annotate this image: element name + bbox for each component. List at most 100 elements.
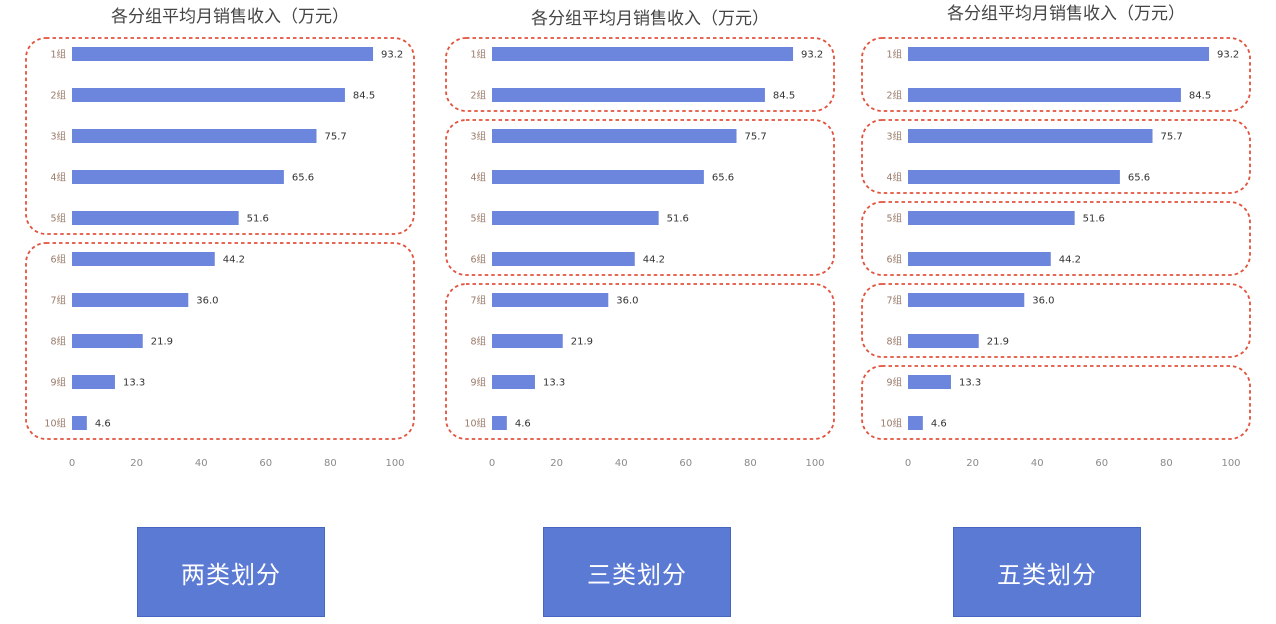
bar <box>908 375 951 389</box>
bar <box>908 88 1181 102</box>
data-label: 51.6 <box>247 214 269 225</box>
x-tick-label: 40 <box>1031 458 1044 469</box>
category-label: 2组 <box>470 90 486 102</box>
x-tick-label: 20 <box>966 458 979 469</box>
category-label: 9组 <box>50 377 66 389</box>
x-tick-label: 20 <box>130 458 143 469</box>
x-tick-label: 20 <box>550 458 563 469</box>
x-tick-label: 100 <box>805 458 824 469</box>
group-box-3 <box>445 283 835 440</box>
category-label: 6组 <box>470 254 486 266</box>
group-box-1 <box>445 37 835 112</box>
bar <box>492 170 704 184</box>
category-label: 8组 <box>470 336 486 348</box>
category-label: 6组 <box>886 254 902 266</box>
data-label: 93.2 <box>801 50 823 61</box>
group-box-5 <box>861 365 1251 440</box>
group-box-4 <box>861 283 1251 358</box>
data-label: 44.2 <box>643 255 665 266</box>
bar <box>492 334 563 348</box>
data-label: 51.6 <box>667 214 689 225</box>
x-tick-label: 40 <box>615 458 628 469</box>
chart-five-groups: 各分组平均月销售收入（万元） 1组 93.2 2组 84.5 3组 75.7 4组 65.6 5组… <box>861 4 1251 469</box>
bar <box>908 293 1025 307</box>
category-label: 4组 <box>50 172 66 184</box>
bar <box>908 129 1153 143</box>
x-tick-label: 60 <box>1095 458 1108 469</box>
bar <box>72 47 374 61</box>
category-label: 5组 <box>50 213 66 225</box>
data-label: 65.6 <box>1128 173 1150 184</box>
category-label: 3组 <box>50 131 66 143</box>
x-tick-label: 0 <box>489 458 495 469</box>
data-label: 21.9 <box>987 337 1009 348</box>
bar <box>492 129 737 143</box>
bar <box>72 252 215 266</box>
data-label: 84.5 <box>353 91 375 102</box>
category-label: 2组 <box>886 90 902 102</box>
category-label: 4组 <box>470 172 486 184</box>
category-label: 2组 <box>50 90 66 102</box>
data-label: 13.3 <box>959 378 981 389</box>
bar <box>908 416 923 430</box>
data-label: 4.6 <box>95 419 111 430</box>
data-label: 44.2 <box>223 255 245 266</box>
bar <box>908 334 979 348</box>
bar <box>492 47 794 61</box>
group-box-3 <box>861 201 1251 276</box>
data-label: 84.5 <box>1189 91 1211 102</box>
category-label: 8组 <box>886 336 902 348</box>
data-label: 75.7 <box>325 132 347 143</box>
x-tick-label: 0 <box>905 458 911 469</box>
category-label: 7组 <box>50 295 66 307</box>
caption-five-groups: 五类划分 <box>953 527 1141 617</box>
bar <box>72 416 87 430</box>
data-label: 36.0 <box>196 296 218 307</box>
category-label: 1组 <box>470 49 486 61</box>
bar <box>72 293 189 307</box>
category-label: 8组 <box>50 336 66 348</box>
bar <box>492 416 507 430</box>
category-label: 3组 <box>470 131 486 143</box>
data-label: 4.6 <box>931 419 947 430</box>
data-label: 21.9 <box>151 337 173 348</box>
group-box-2 <box>861 119 1251 194</box>
x-tick-label: 40 <box>195 458 208 469</box>
group-box-2 <box>25 242 415 440</box>
x-tick-label: 100 <box>385 458 404 469</box>
x-tick-label: 60 <box>679 458 692 469</box>
chart-two-groups: 各分组平均月销售收入（万元） 1组 93.2 2组 84.5 3组 75.7 4组 65.6 5组… <box>25 7 415 469</box>
bar <box>72 88 345 102</box>
x-tick-label: 80 <box>744 458 757 469</box>
group-box-2 <box>445 119 835 276</box>
data-label: 44.2 <box>1059 255 1081 266</box>
bar <box>492 375 535 389</box>
chart-title: 各分组平均月销售收入（万元） <box>531 9 769 29</box>
data-label: 13.3 <box>543 378 565 389</box>
category-label: 1组 <box>886 49 902 61</box>
bar <box>72 211 239 225</box>
category-label: 5组 <box>470 213 486 225</box>
data-label: 13.3 <box>123 378 145 389</box>
bar <box>908 47 1210 61</box>
bar <box>908 211 1075 225</box>
data-label: 36.0 <box>1032 296 1054 307</box>
category-label: 7组 <box>470 295 486 307</box>
bar <box>908 170 1120 184</box>
category-label: 10组 <box>464 418 486 430</box>
group-box-1 <box>861 37 1251 112</box>
chart-title: 各分组平均月销售收入（万元） <box>947 4 1185 24</box>
data-label: 51.6 <box>1083 214 1105 225</box>
category-label: 10组 <box>880 418 902 430</box>
data-label: 75.7 <box>1161 132 1183 143</box>
bar <box>72 375 115 389</box>
bar <box>72 170 284 184</box>
x-tick-label: 0 <box>69 458 75 469</box>
category-label: 9组 <box>470 377 486 389</box>
data-label: 4.6 <box>515 419 531 430</box>
category-label: 6组 <box>50 254 66 266</box>
data-label: 36.0 <box>616 296 638 307</box>
x-tick-label: 80 <box>1160 458 1173 469</box>
data-label: 21.9 <box>571 337 593 348</box>
